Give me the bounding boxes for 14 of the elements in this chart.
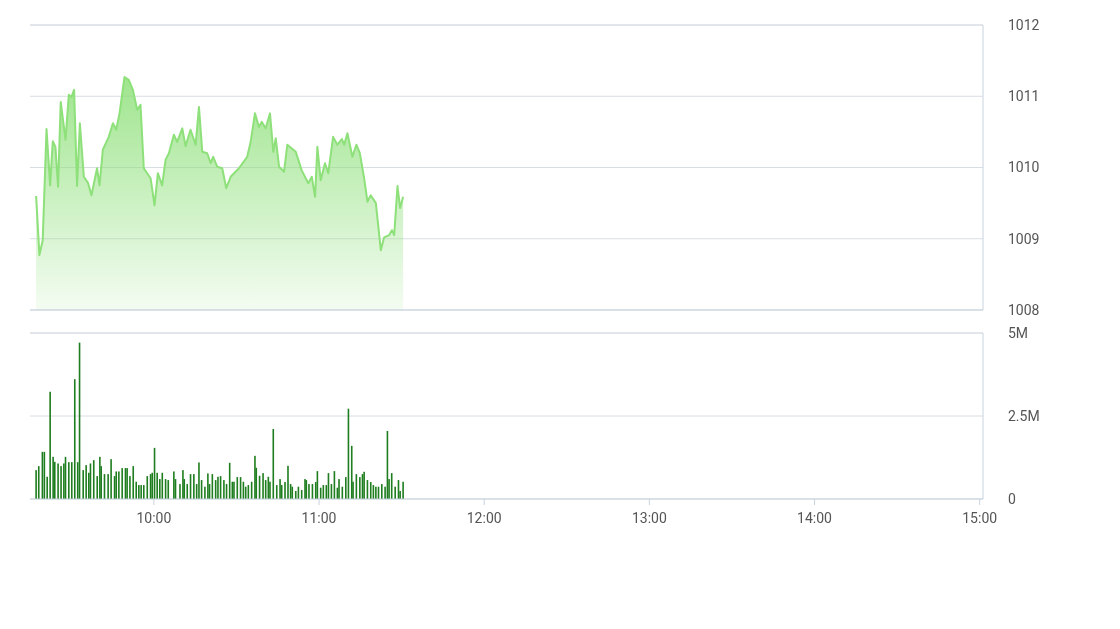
y-tick-label: 1008 [1008, 301, 1040, 318]
x-tick-label: 11:00 [301, 510, 337, 526]
y-tick-label: 5M [1008, 324, 1029, 341]
y-tick-label: 1012 [1008, 16, 1040, 33]
x-tick-label: 10:00 [136, 510, 172, 526]
y-tick-label: 2.5M [1008, 407, 1040, 424]
y-tick-label: 1009 [1008, 230, 1040, 247]
y-tick-label: 1011 [1008, 88, 1040, 105]
y-tick-label: 0 [1008, 490, 1016, 507]
x-tick-label: 13:00 [631, 510, 667, 526]
x-tick-label: 14:00 [797, 510, 833, 526]
y-tick-label: 1010 [1008, 159, 1040, 176]
x-tick-label: 12:00 [466, 510, 502, 526]
x-tick-label: 15:00 [962, 510, 998, 526]
